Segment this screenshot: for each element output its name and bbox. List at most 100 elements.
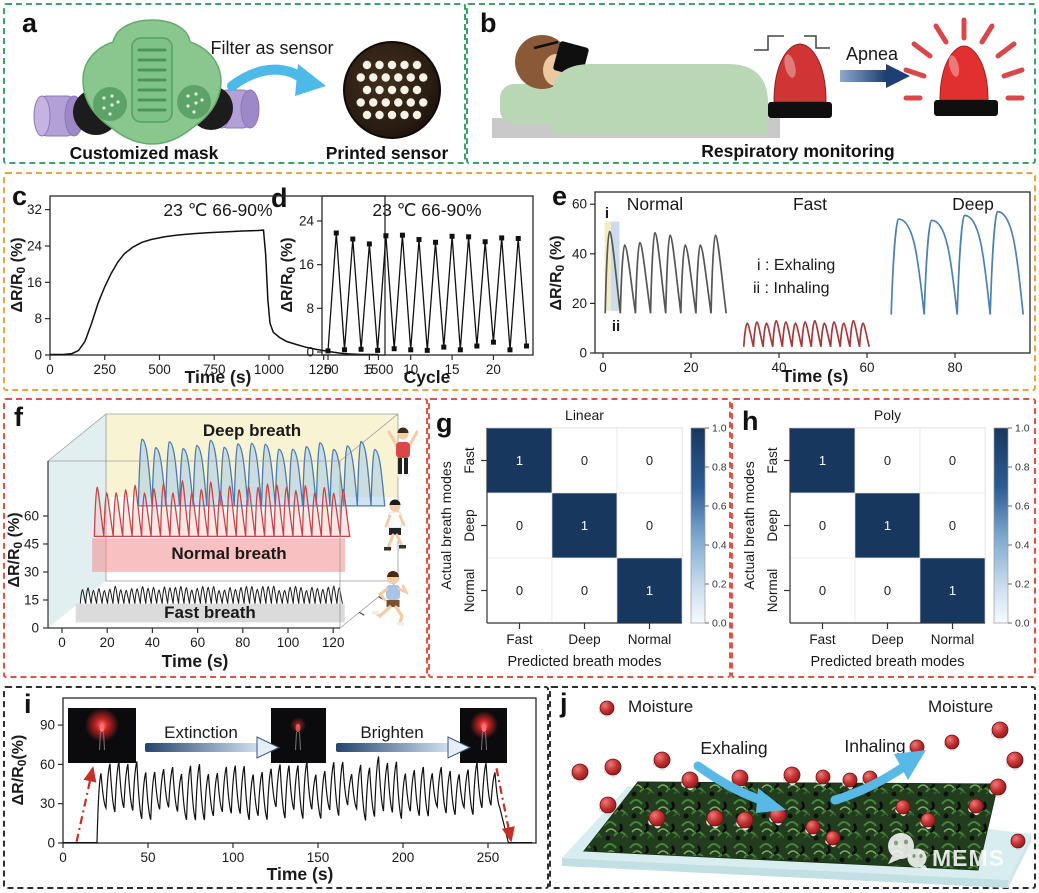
caption-respiratory-monitoring: Respiratory monitoring [701,141,895,161]
svg-text:1: 1 [949,583,956,598]
panel-letter-h: h [742,406,759,436]
svg-text:20: 20 [683,360,698,375]
exhaling-arrow [693,761,786,813]
svg-text:Fast: Fast [765,447,780,474]
mask-cheek-mesh [102,92,204,116]
svg-text:Normal: Normal [627,194,683,214]
svg-text:1: 1 [516,453,523,468]
svg-text:Fast: Fast [809,632,836,647]
svg-text:Actual breath modes: Actual breath modes [438,461,454,589]
substrate-side [1008,834,1031,888]
svg-text:i : Exhaling: i : Exhaling [757,257,835,274]
panel-letter-c: c [12,181,28,211]
svg-text:0.0: 0.0 [712,618,727,630]
svg-text:1: 1 [884,518,891,533]
svg-text:1: 1 [646,583,653,598]
panel-letter-d: d [271,183,288,213]
svg-text:Cycle: Cycle [404,367,451,387]
svg-text:0: 0 [59,850,67,865]
svg-text:Deep: Deep [871,632,903,647]
svg-text:Normal breath: Normal breath [171,544,286,563]
svg-text:1: 1 [819,453,826,468]
svg-text:10: 10 [403,362,418,377]
apnea-label: Apnea [846,44,899,64]
svg-text:60: 60 [190,635,205,650]
svg-text:Poly: Poly [874,407,901,423]
svg-text:0: 0 [34,348,42,363]
caption-customized-mask: Customized mask [70,143,219,163]
svg-text:0: 0 [819,583,826,598]
svg-text:60: 60 [572,197,587,212]
svg-text:Normal: Normal [628,632,672,647]
svg-text:50: 50 [140,850,155,865]
svg-text:40: 40 [771,360,786,375]
svg-text:Extinction: Extinction [164,723,238,742]
svg-text:Deep: Deep [765,509,780,541]
caption-printed-sensor: Printed sensor [326,143,449,163]
svg-text:Normal: Normal [931,632,975,647]
printed-sensor-holes [356,60,428,120]
panel-letter-a: a [22,8,38,38]
svg-text:Fast: Fast [793,194,827,214]
svg-text:0.6: 0.6 [712,501,727,513]
svg-text:0: 0 [46,362,54,377]
exercise-person-run [372,571,409,626]
svg-text:0: 0 [579,346,587,361]
svg-text:0: 0 [306,345,314,360]
panel-letter-e: e [552,181,568,211]
svg-text:Fast: Fast [506,632,533,647]
svg-text:ΔR/R0(%): ΔR/R0(%) [10,735,29,806]
svg-text:60: 60 [24,508,39,523]
svg-text:Predicted breath modes: Predicted breath modes [811,654,965,670]
svg-text:ii: ii [612,318,620,335]
svg-text:ΔR/R0 (%): ΔR/R0 (%) [9,237,28,312]
svg-text:Time (s): Time (s) [185,367,252,387]
svg-text:5: 5 [366,362,374,377]
filter-as-sensor-arrow [227,64,326,96]
exercise-person-walk [384,499,406,551]
svg-text:20: 20 [486,362,501,377]
svg-text:0: 0 [599,360,607,375]
svg-text:0: 0 [884,583,891,598]
svg-text:1.0: 1.0 [712,423,727,435]
svg-text:ΔR/R0 (%): ΔR/R0 (%) [548,235,567,310]
panel-letter-g: g [436,408,453,438]
svg-text:0: 0 [516,518,523,533]
svg-text:1000: 1000 [254,362,284,377]
svg-text:40: 40 [572,246,587,261]
svg-text:Deep breath: Deep breath [203,421,301,440]
svg-text:0: 0 [949,453,956,468]
svg-text:30: 30 [40,796,55,811]
svg-text:23 ℃ 66-90%: 23 ℃ 66-90% [372,200,481,220]
svg-text:60: 60 [40,757,55,772]
panel-letter-b: b [480,8,497,38]
svg-text:500: 500 [148,362,171,377]
svg-text:0.4: 0.4 [712,540,727,552]
svg-text:24: 24 [27,238,43,253]
svg-text:0: 0 [31,621,39,636]
svg-text:0.6: 0.6 [1015,501,1030,513]
chart-h-confusion-poly: Poly 1 0 0 0 1 0 0 0 1 Fast Fast Deep Deep Normal Norma… [741,407,1030,670]
alarm-light [768,43,832,118]
exhaling-label: Exhaling [700,738,767,758]
panel-letter-i: i [24,689,32,719]
svg-text:0.2: 0.2 [712,579,727,591]
mems-watermark: MEMS [888,833,1004,871]
svg-text:ii : Inhaling: ii : Inhaling [753,280,830,297]
moisture-label-left: Moisture [628,697,693,716]
svg-text:80: 80 [947,360,962,375]
svg-text:100: 100 [277,635,300,650]
inhaling-arrow [830,750,926,805]
svg-text:1: 1 [581,518,588,533]
svg-text:ΔR/R0 (%): ΔR/R0 (%) [279,237,298,312]
svg-text:0: 0 [646,518,653,533]
water-molecules [571,700,1026,851]
svg-text:40: 40 [145,635,160,650]
customized-mask [82,19,222,145]
svg-text:23 ℃ 66-90%: 23 ℃ 66-90% [163,200,272,220]
svg-text:15: 15 [445,362,460,377]
svg-text:0: 0 [516,583,523,598]
chart-f-3d-breath: 0 15 30 45 60 0 20 40 60 80 100 120 Time (s) ΔR/R0 (%… [6,413,419,671]
svg-text:0: 0 [646,453,653,468]
